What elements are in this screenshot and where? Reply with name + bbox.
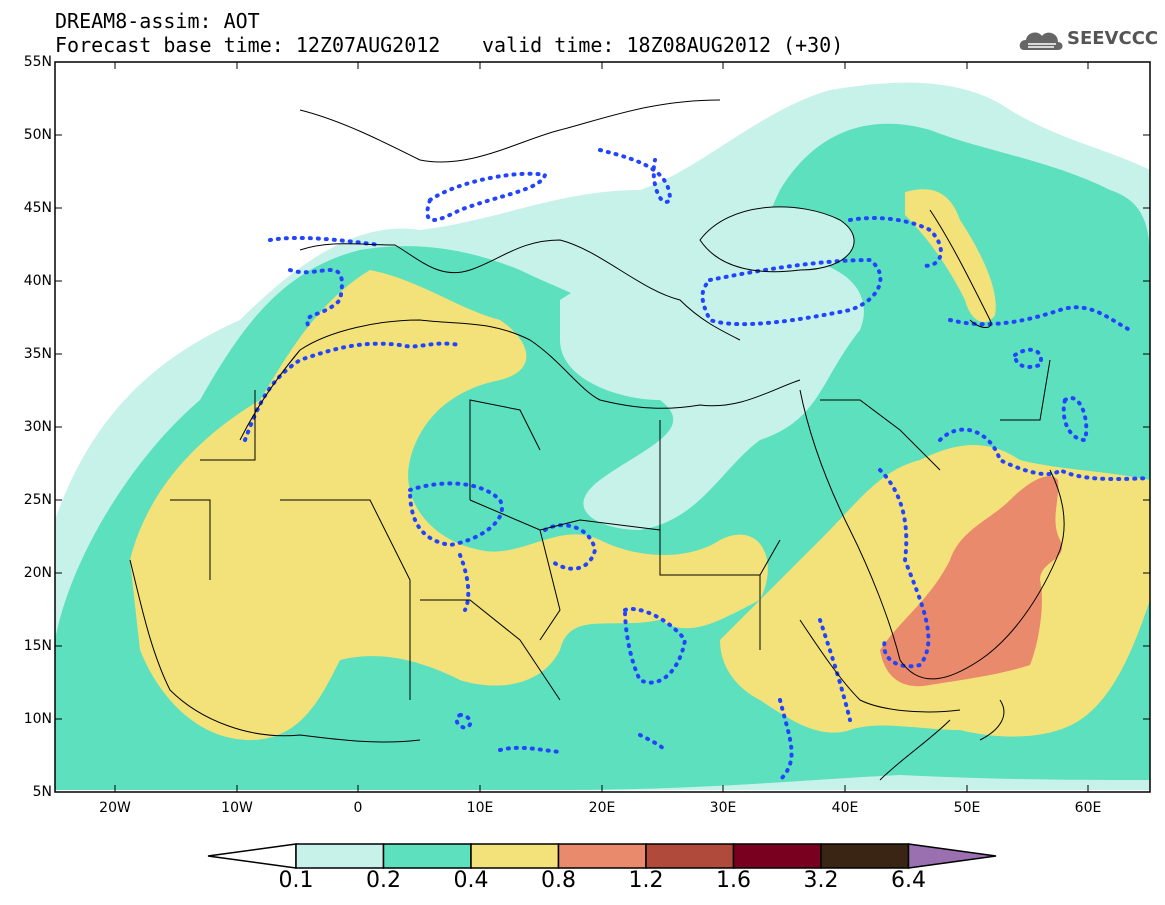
lon-label-10w: 10W <box>221 800 253 816</box>
aot-area-0.4-sahara <box>130 270 768 740</box>
colorbar-label-0.1: 0.1 <box>278 868 314 893</box>
lon-label-20w: 20W <box>99 800 131 816</box>
aot-area-0.8-arabia <box>880 476 1063 687</box>
seevccc-logo: SEEVCCC <box>1067 28 1159 49</box>
lon-label-40e: 40E <box>831 800 859 816</box>
colorbar-label-0.2: 0.2 <box>366 868 401 893</box>
colorbar-label-1.6: 1.6 <box>716 868 751 893</box>
lat-label-20n: 20N <box>23 565 52 581</box>
lat-label-10n: 10N <box>23 711 52 727</box>
aot-area-0.4-caspian <box>905 189 996 323</box>
aot-fill-layers <box>55 62 1150 792</box>
lat-label-55n: 55N <box>23 54 52 70</box>
cloud-icon <box>1019 32 1063 50</box>
lon-label-20e: 20E <box>588 800 616 816</box>
coastlines <box>129 99 1065 781</box>
lat-label-25n: 25N <box>23 492 52 508</box>
colorbar-label-0.8: 0.8 <box>541 868 576 893</box>
lat-label-5n: 5N <box>32 784 52 800</box>
colorbar-label-6.4: 6.4 <box>891 868 926 893</box>
lat-label-35n: 35N <box>23 346 52 362</box>
lon-label-10e: 10E <box>466 800 494 816</box>
lon-label-0: 0 <box>353 800 363 816</box>
forecast-base-time: Forecast base time: 12Z07AUG2012 <box>55 33 441 57</box>
aot-area-0.1-black-sea <box>700 206 855 272</box>
lat-label-15n: 15N <box>23 638 52 654</box>
lat-label-45n: 45N <box>23 200 52 216</box>
lat-label-40n: 40N <box>23 273 52 289</box>
colorbar-label-3.2: 3.2 <box>803 868 839 893</box>
lon-label-50e: 50E <box>953 800 981 816</box>
aot-area-0.1-east-med <box>560 256 864 530</box>
lat-label-30n: 30N <box>23 419 52 435</box>
lon-ticks <box>114 62 1089 792</box>
colorbar-label-1.2: 1.2 <box>628 868 664 893</box>
lon-label-60e: 60E <box>1074 800 1102 816</box>
valid-time: valid time: 18Z08AUG2012 (+30) <box>482 33 844 57</box>
lat-ticks <box>55 61 1150 720</box>
aot-dotted-contours <box>243 148 1150 782</box>
lat-label-50n: 50N <box>23 127 52 143</box>
colorbar-label-0.4: 0.4 <box>453 868 489 893</box>
lon-label-30e: 30E <box>709 800 737 816</box>
map-title: DREAM8-assim: AOT <box>55 9 260 33</box>
